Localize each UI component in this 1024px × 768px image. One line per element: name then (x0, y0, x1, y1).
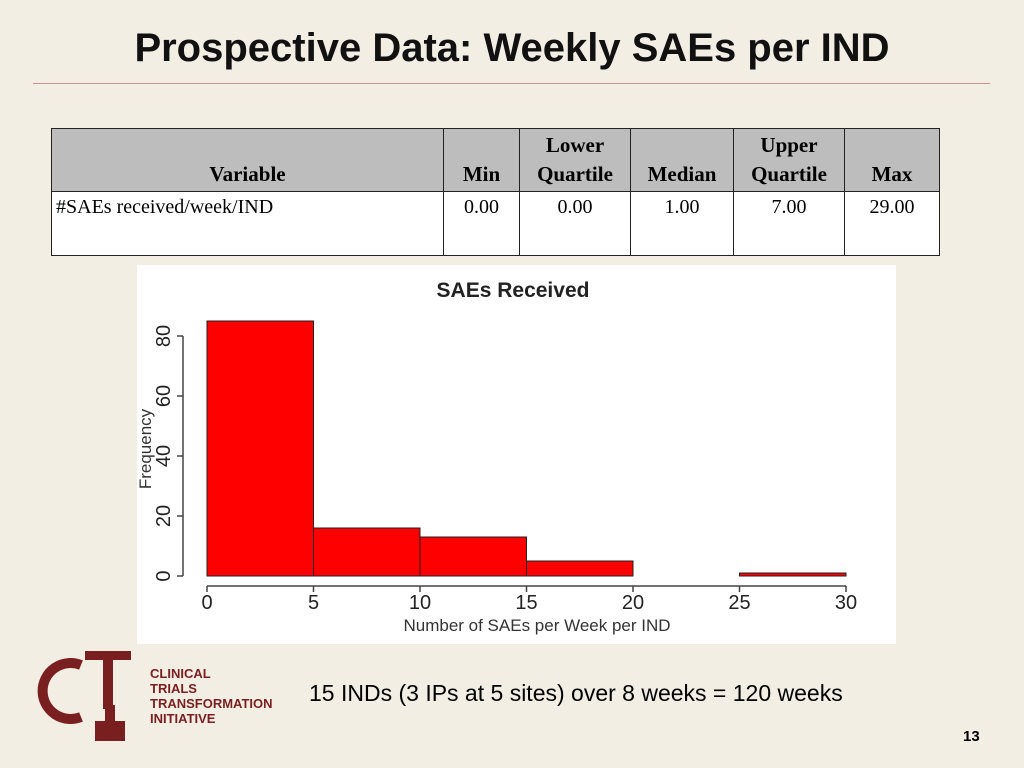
x-tick-label: 10 (409, 592, 431, 614)
x-tick-label: 15 (515, 592, 537, 614)
x-tick-label: 20 (622, 592, 644, 614)
y-tick-label: 60 (153, 385, 175, 407)
title-divider (33, 83, 990, 84)
logo-letter-c-shape (37, 658, 83, 724)
summary-stats-table: Variable Min Lower Quartile Median Upper Q… (51, 128, 940, 256)
header-median: Median (630, 128, 734, 192)
table-header-row: Variable Min Lower Quartile Median Upper Q… (51, 128, 940, 192)
logo-line: INITIATIVE (150, 711, 216, 726)
x-tick-label: 30 (835, 592, 857, 614)
logo-letter-i-stem (105, 705, 115, 725)
histogram-chart: SAEs Received Number of SAEs per Week pe… (137, 279, 857, 635)
histogram-bar (739, 572, 847, 577)
x-tick-label: 25 (728, 592, 750, 614)
header-min: Min (443, 128, 520, 192)
chart-ticks: 0 5 10 15 20 25 30 0 20 40 60 80 (153, 325, 857, 614)
y-tick-label: 40 (153, 445, 175, 467)
cti-logo-mark (37, 651, 131, 741)
y-tick-label: 80 (153, 325, 175, 347)
logo-line: CLINICAL (150, 666, 211, 681)
footnote: 15 INDs (3 IPs at 5 sites) over 8 weeks … (309, 680, 843, 706)
logo-letter-t-stem (103, 651, 113, 709)
x-tick-label: 5 (308, 592, 319, 614)
cell-lower-quartile: 0.00 (519, 191, 631, 256)
logo-wordmark: CLINICAL TRIALS TRANSFORMATION INITIATIV… (150, 666, 273, 726)
header-lower-quartile-line1: Lower (545, 133, 605, 157)
cell-max: 29.00 (844, 191, 940, 256)
logo-line: TRIALS (150, 681, 197, 696)
header-upper-quartile-line1: Upper (760, 133, 818, 157)
x-axis-label: Number of SAEs per Week per IND (403, 616, 670, 635)
histogram-bar (419, 536, 527, 577)
header-max: Max (844, 128, 940, 192)
cti-logo (37, 651, 131, 741)
cell-upper-quartile: 7.00 (733, 191, 845, 256)
cell-median: 1.00 (630, 191, 734, 256)
header-upper-quartile: Upper Quartile (733, 128, 845, 192)
logo-letter-i-base (95, 721, 125, 741)
x-tick-label: 0 (201, 592, 212, 614)
chart-title: SAEs Received (437, 279, 590, 302)
header-lower-quartile: Lower Quartile (519, 128, 631, 192)
slide-title: Prospective Data: Weekly SAEs per IND (134, 26, 890, 70)
logo-line: TRANSFORMATION (150, 696, 273, 711)
histogram-bar (206, 320, 314, 577)
header-lower-quartile-line2: Quartile (537, 162, 613, 186)
histogram-panel: SAEs Received Number of SAEs per Week pe… (137, 265, 896, 644)
y-tick-label: 20 (153, 505, 175, 527)
page-number: 13 (963, 728, 980, 745)
chart-bars (206, 320, 847, 577)
header-variable: Variable (51, 128, 444, 192)
table-row: #SAEs received/week/IND 0.00 0.00 1.00 7… (51, 191, 940, 256)
y-axis-label: Frequency (137, 408, 155, 489)
histogram-bar (313, 527, 421, 577)
cell-variable: #SAEs received/week/IND (51, 191, 444, 256)
y-tick-label: 0 (153, 570, 175, 581)
cell-min: 0.00 (443, 191, 520, 256)
header-upper-quartile-line2: Quartile (751, 162, 827, 186)
histogram-bar (526, 560, 634, 577)
